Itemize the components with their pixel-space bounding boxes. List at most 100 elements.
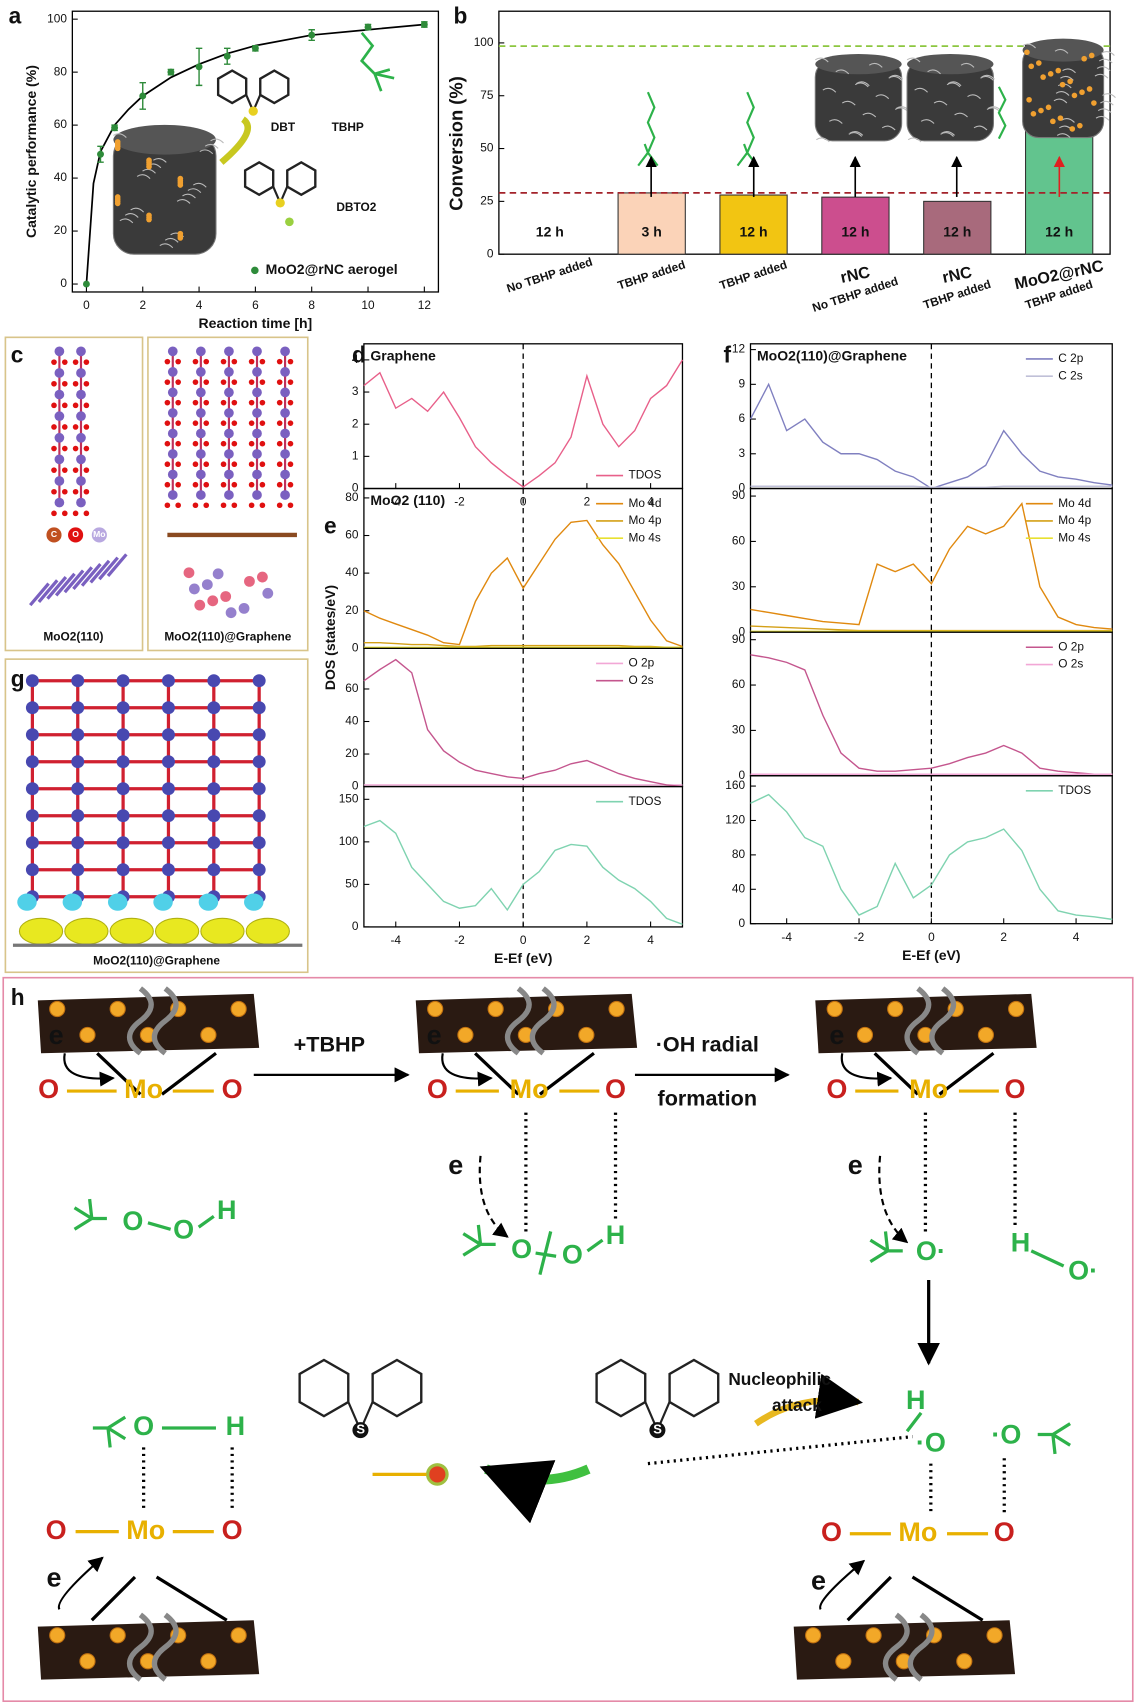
fiber (814, 57, 829, 63)
o-atom (276, 461, 283, 468)
o-atom (192, 420, 199, 426)
o-atom (61, 359, 68, 365)
mechanism-label: H (226, 1411, 246, 1441)
mo-atom (54, 454, 65, 465)
panel-label: g (11, 666, 25, 692)
x-tick-label: -2 (454, 495, 465, 509)
mechanism-label: ·OH radial (656, 1031, 759, 1056)
y-tick-label: 40 (345, 714, 359, 728)
bar (617, 192, 686, 255)
mo-atom (224, 469, 234, 480)
o-atom (51, 467, 57, 473)
charge-density (62, 893, 83, 911)
o-atom (259, 379, 266, 385)
top-view (183, 567, 195, 579)
data-point (97, 150, 104, 158)
mo-atom (71, 674, 85, 688)
top-view (188, 583, 200, 595)
top-view (72, 566, 94, 590)
mo-atom (195, 449, 206, 459)
mo-atom (207, 836, 221, 850)
nanoparticle (1069, 126, 1076, 132)
panel-label: d (352, 342, 366, 368)
carbon-fiber (904, 986, 957, 1056)
x-tick-label: -4 (781, 930, 792, 944)
y-tick-label: 20 (345, 603, 359, 617)
top-view (80, 563, 102, 587)
data-point (364, 23, 372, 31)
mo-atom (116, 863, 130, 877)
o-atom (259, 358, 266, 365)
charge-density (107, 893, 128, 911)
data-point (420, 21, 428, 28)
nanoparticle (114, 200, 121, 207)
dos-curve (750, 654, 1113, 775)
top-view (63, 569, 85, 594)
mo-atom (252, 469, 262, 480)
y-tick-label: 3 (352, 384, 359, 398)
fiber (875, 94, 890, 100)
o-atom (164, 420, 171, 426)
top-view (106, 553, 128, 578)
o-atom (248, 358, 255, 365)
aerogel-top (907, 54, 994, 75)
nanoparticle (1024, 49, 1030, 56)
y-tick-label: 9 (738, 376, 745, 390)
fiber (960, 62, 975, 68)
y-tick-label: 50 (480, 141, 494, 155)
mo-atom (54, 368, 65, 378)
mo-nanoparticle (865, 1627, 882, 1644)
mechanism-label: O (173, 1215, 194, 1245)
mo-atom (252, 387, 262, 398)
panel-h-frame (2, 976, 1134, 1702)
top-view (29, 582, 50, 607)
ring (298, 1358, 350, 1418)
top-view (207, 595, 219, 607)
mechanism-label: O· (1068, 1256, 1098, 1286)
y-tick-label: 50 (345, 877, 359, 891)
mo-atom (25, 755, 39, 769)
mo-atom (207, 701, 221, 715)
o-atom (61, 510, 68, 517)
charge-density (245, 917, 290, 945)
panel-label: b (454, 3, 468, 29)
o-atom (231, 461, 238, 468)
x-tick-label: -2 (854, 930, 865, 944)
charge-density (154, 917, 200, 945)
data-point (308, 31, 316, 39)
y-tick-label: 100 (474, 35, 494, 49)
o-atom (83, 424, 90, 430)
mo-atom (252, 782, 266, 796)
o-atom (175, 379, 181, 385)
carbon-fiber (882, 1612, 935, 1682)
o-atom (287, 440, 294, 447)
y-tick-label: 25 (480, 194, 494, 208)
o-atom (164, 502, 171, 509)
support-bond (96, 1051, 217, 1096)
x-tick-label: 2 (584, 495, 591, 509)
dos-curve (363, 819, 683, 925)
inset-label: TBHP (332, 120, 364, 134)
nanoparticle (1071, 92, 1078, 99)
mo-atom (161, 728, 175, 742)
support-bond (90, 1575, 228, 1622)
nanoparticle (1038, 107, 1044, 114)
y-tick-label: 0 (352, 640, 359, 654)
top-view (212, 568, 224, 580)
o-atom (61, 402, 68, 409)
mo-atom (224, 387, 234, 398)
fiber (829, 119, 843, 124)
nanoparticle (1030, 110, 1037, 117)
mo-atom (252, 728, 266, 742)
atom-legend-label: O (72, 529, 79, 539)
mechanism-label: O (222, 1074, 243, 1104)
dos-curve (750, 793, 1113, 921)
panel-title: MoO2(110)@Graphene (757, 347, 907, 363)
o-atom (276, 502, 283, 509)
mechanism-label: O (38, 1074, 59, 1104)
o-atom (287, 461, 294, 468)
mo-atom (252, 367, 262, 377)
bar (719, 194, 788, 255)
ring (259, 69, 290, 105)
